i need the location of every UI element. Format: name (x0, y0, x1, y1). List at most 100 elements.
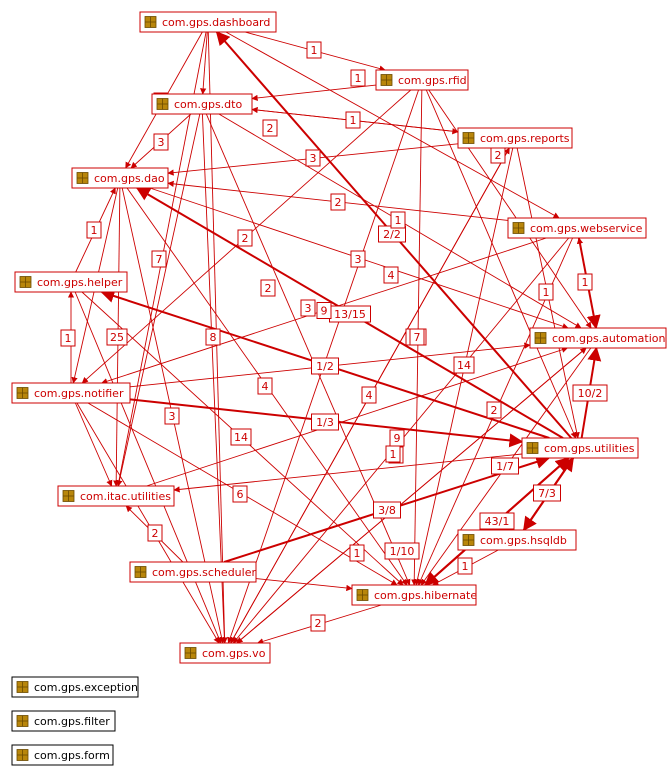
edge-helper-to-vo (74, 291, 222, 644)
edge-label-text: 3 (158, 136, 165, 149)
edge-label-text: 1 (65, 332, 72, 345)
edge-label: 8 (205, 328, 221, 346)
edge-label-text: 3 (355, 253, 362, 266)
edge-label-text: 2 (265, 282, 272, 295)
edge-label: 9 (389, 429, 405, 447)
edge-label: 3 (350, 250, 366, 268)
edge-label-text: 6 (237, 488, 244, 501)
edge-label: 10/2 (572, 384, 608, 402)
package-icon (156, 98, 169, 110)
edge-label: 2 (490, 146, 506, 164)
package-node-label: com.gps.automation (552, 332, 665, 345)
package-icon (16, 749, 29, 761)
edge-label: 4 (383, 266, 399, 284)
edge-label: 3 (305, 149, 321, 167)
unconnected-package-0[interactable]: com.gps.exception (11, 676, 139, 698)
package-node-rfid[interactable]: com.gps.rfid (375, 69, 469, 91)
package-node-label: com.gps.scheduler (152, 566, 256, 579)
edge-label-text: 1 (582, 276, 589, 289)
edge-label-text: 3/8 (378, 504, 396, 517)
edge-label: 1/7 (491, 457, 519, 475)
package-icon (16, 387, 29, 399)
package-node-dashboard[interactable]: com.gps.dashboard (139, 11, 277, 33)
edge-label: 1/2 (311, 357, 339, 375)
package-node-automation[interactable]: com.gps.automation (529, 327, 667, 349)
package-node-dao[interactable]: com.gps.dao (71, 167, 169, 189)
edge-label: 1 (385, 445, 401, 463)
edge-label-text: 14 (457, 359, 471, 372)
edge-dashboard-to-webservice (225, 31, 560, 219)
edge-label-text: 1 (355, 72, 362, 85)
unconnected-package-label: com.gps.filter (34, 715, 110, 728)
package-node-helper[interactable]: com.gps.helper (14, 271, 128, 293)
edge-label-text: 1 (543, 286, 550, 299)
edge-notifier-to-vo (76, 402, 220, 644)
edge-label-text: 1/10 (390, 545, 415, 558)
package-node-utilities[interactable]: com.gps.utilities (521, 437, 639, 459)
unconnected-package-label: com.gps.form (34, 749, 110, 762)
package-node-label: com.gps.hsqldb (480, 534, 567, 547)
edge-label: 2 (147, 524, 163, 542)
package-node-notifier[interactable]: com.gps.notifier (11, 382, 131, 404)
edge-label-text: 1/3 (316, 416, 334, 429)
edge-label: 2 (260, 279, 276, 297)
edge-label-text: 4 (262, 380, 269, 393)
package-node-webservice[interactable]: com.gps.webservice (507, 217, 647, 239)
edge-label: 7/3 (533, 484, 561, 502)
package-node-label: com.gps.rfid (398, 74, 467, 87)
package-node-itac[interactable]: com.itac.utilities (57, 485, 175, 507)
edge-label: 3 (164, 407, 180, 425)
package-icon (62, 490, 75, 502)
edge-label: 1/10 (384, 542, 420, 560)
package-icon (512, 222, 525, 234)
package-node-hsqldb[interactable]: com.gps.hsqldb (457, 529, 577, 551)
edge-label: 2 (486, 401, 502, 419)
package-icon (534, 332, 547, 344)
edge-label: 4 (361, 386, 377, 404)
package-icon (184, 647, 197, 659)
package-node-label: com.itac.utilities (80, 490, 171, 503)
package-node-reports[interactable]: com.gps.reports (457, 127, 573, 149)
edge-rfid-to-utilities (425, 89, 577, 439)
edge-label: 1 (60, 329, 76, 347)
package-icon (19, 276, 32, 288)
edge-label-text: 10/2 (578, 387, 603, 400)
edge-rfid-to-dto (251, 84, 377, 102)
package-node-label: com.gps.helper (37, 276, 123, 289)
edge-label-text: 7 (156, 253, 163, 266)
nodes-layer: com.gps.dashboard com.gps.rfid com.gps.dto… (11, 11, 667, 664)
edge-label-text: 3 (169, 410, 176, 423)
package-node-label: com.gps.vo (202, 647, 266, 660)
edge-label: 2 (262, 119, 278, 137)
unconnected-package-2[interactable]: com.gps.form (11, 744, 114, 766)
package-node-hibernate[interactable]: com.gps.hibernate (351, 584, 477, 606)
package-node-dto[interactable]: com.gps.dto (151, 93, 253, 115)
edge-label: 25 (106, 328, 128, 346)
legend-layer: com.gps.exception com.gps.filter com.gps.f… (11, 676, 139, 766)
edge-notifier-to-itac (74, 402, 113, 487)
edge-label: 2 (330, 193, 346, 211)
edge-label-text: 2 (267, 122, 274, 135)
edge-label: 1 (577, 273, 593, 291)
edge-dto-to-itac (116, 113, 201, 487)
edge-label: 7 (409, 328, 425, 346)
edge-label: 1 (538, 283, 554, 301)
edge-label: 14 (230, 428, 252, 446)
edge-label-text: 3 (310, 152, 317, 165)
edge-label-text: 2 (152, 527, 159, 540)
package-icon (526, 442, 539, 454)
edge-label-text: 2/2 (383, 228, 401, 241)
package-node-scheduler[interactable]: com.gps.scheduler (129, 561, 257, 583)
edge-label-text: 2 (491, 404, 498, 417)
package-icon (76, 172, 89, 184)
edge-label-text: 1 (350, 114, 357, 127)
package-node-vo[interactable]: com.gps.vo (179, 642, 271, 664)
package-icon (462, 534, 475, 546)
edge-label: 14 (453, 356, 475, 374)
package-node-label: com.gps.notifier (34, 387, 124, 400)
edge-label-text: 1/2 (316, 360, 334, 373)
edge-label-text: 9 (394, 432, 401, 445)
unconnected-package-1[interactable]: com.gps.filter (11, 710, 116, 732)
edge-label-text: 1 (462, 560, 469, 573)
